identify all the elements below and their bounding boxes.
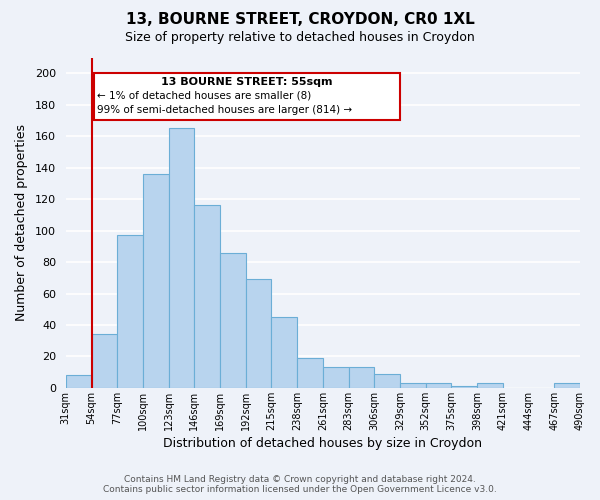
Bar xyxy=(220,252,246,388)
Bar xyxy=(169,128,194,388)
Bar xyxy=(194,206,220,388)
Bar xyxy=(246,280,271,388)
Text: Contains HM Land Registry data © Crown copyright and database right 2024.
Contai: Contains HM Land Registry data © Crown c… xyxy=(103,474,497,494)
Bar xyxy=(271,317,297,388)
Bar xyxy=(554,383,580,388)
Bar xyxy=(297,358,323,388)
Bar xyxy=(477,383,503,388)
FancyBboxPatch shape xyxy=(94,73,400,120)
Bar xyxy=(400,383,426,388)
Bar xyxy=(92,334,117,388)
Bar xyxy=(349,368,374,388)
X-axis label: Distribution of detached houses by size in Croydon: Distribution of detached houses by size … xyxy=(163,437,482,450)
Bar xyxy=(426,383,451,388)
Text: 99% of semi-detached houses are larger (814) →: 99% of semi-detached houses are larger (… xyxy=(97,104,352,115)
Bar xyxy=(143,174,169,388)
Bar xyxy=(374,374,400,388)
Bar xyxy=(323,368,349,388)
Bar xyxy=(66,376,92,388)
Text: 13 BOURNE STREET: 55sqm: 13 BOURNE STREET: 55sqm xyxy=(161,77,332,87)
Bar xyxy=(451,386,477,388)
Text: 13, BOURNE STREET, CROYDON, CR0 1XL: 13, BOURNE STREET, CROYDON, CR0 1XL xyxy=(125,12,475,28)
Bar xyxy=(117,236,143,388)
Text: Size of property relative to detached houses in Croydon: Size of property relative to detached ho… xyxy=(125,31,475,44)
Text: ← 1% of detached houses are smaller (8): ← 1% of detached houses are smaller (8) xyxy=(97,90,311,101)
Y-axis label: Number of detached properties: Number of detached properties xyxy=(15,124,28,321)
